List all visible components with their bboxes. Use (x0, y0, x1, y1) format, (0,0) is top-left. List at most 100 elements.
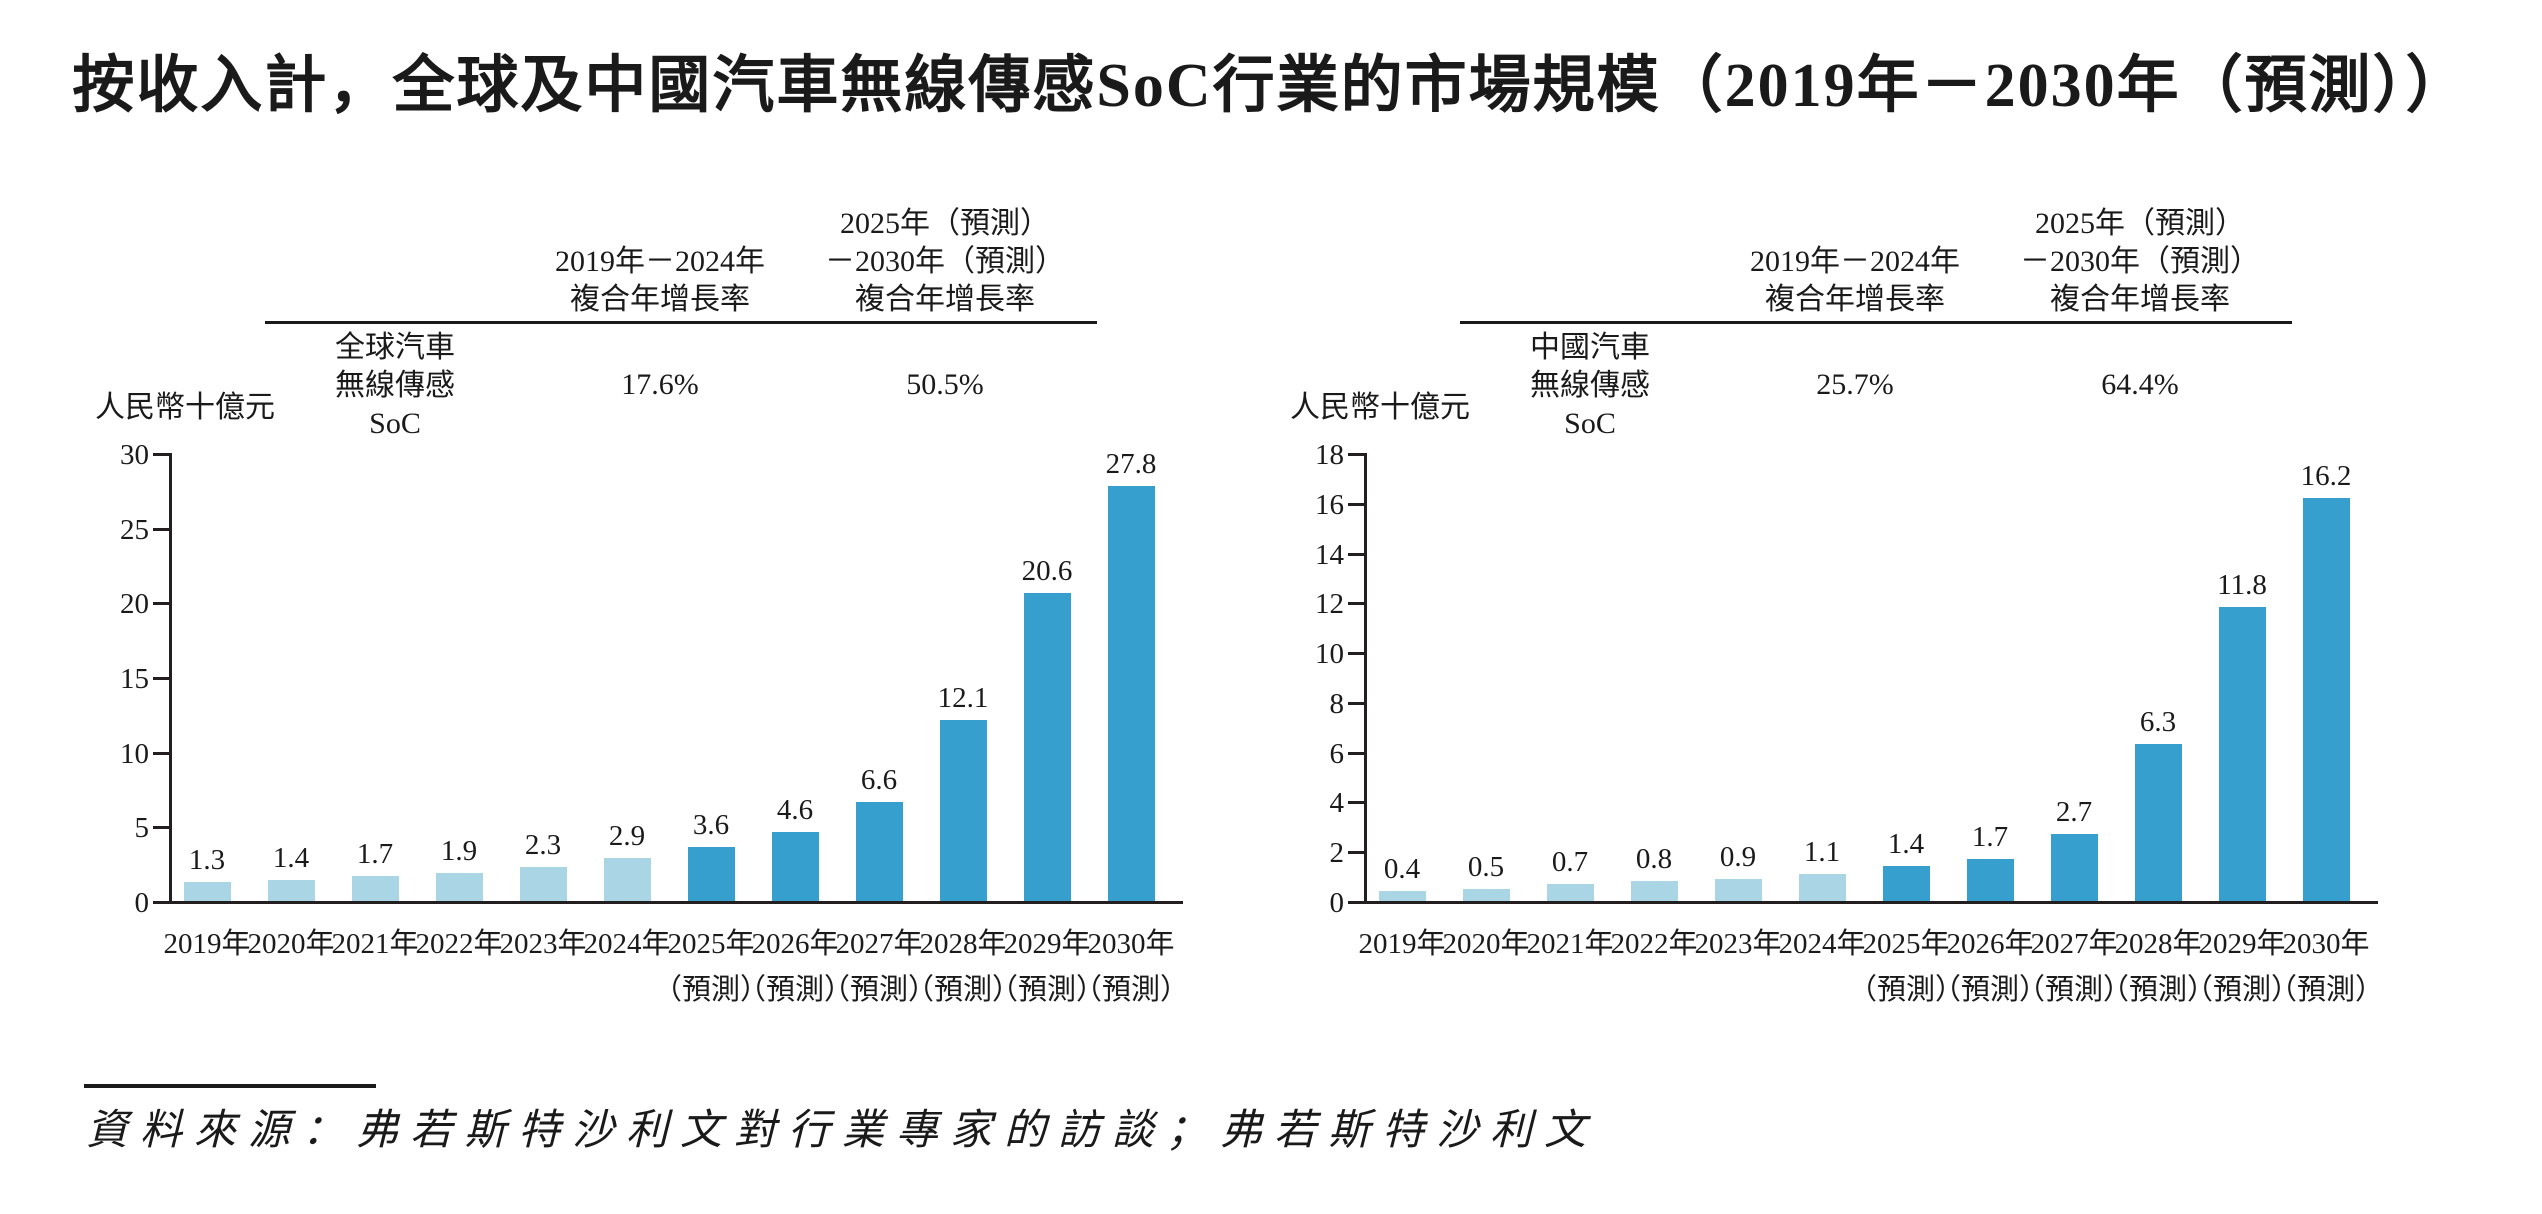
x-tick-label: 2029年 (1003, 928, 1091, 960)
y-tick-mark (1348, 851, 1364, 855)
cagr-value-2025-2030: 50.5% (906, 368, 984, 401)
y-tick-label: 18 (1315, 439, 1344, 471)
y-tick-label: 0 (134, 887, 150, 919)
x-tick-forecast-label: （預測） (2015, 974, 2132, 1006)
bar (1714, 878, 1762, 901)
x-tick-label: 2019年 (163, 928, 251, 960)
cagr-header-2025-2030: 2025年（預測） －2030年（預測） 複合年增長率 (1960, 205, 2320, 319)
x-tick-forecast-label: （預測） (820, 974, 937, 1006)
y-tick-label: 14 (1315, 538, 1344, 571)
y-tick-mark (1348, 652, 1364, 656)
x-tick-label: 2023年 (499, 928, 587, 960)
y-tick-label: 30 (120, 439, 149, 471)
y-tick-mark (1348, 801, 1364, 805)
bar (939, 720, 987, 901)
cagr-header-2025-2030: 2025年（預測） －2030年（預測） 複合年增長率 (765, 205, 1125, 319)
bar (351, 875, 399, 901)
bar-value-label: 12.1 (937, 682, 989, 715)
x-tick-forecast-label: （預測） (652, 974, 769, 1006)
x-tick-label: 2029年 (2198, 928, 2286, 960)
series-label: 中國汽車 無線傳感 SoC (1460, 329, 1720, 443)
global-chart-panel: 人民幣十億元 2019年－2024年 複合年增長率 2025年（預測） －203… (95, 190, 1275, 1050)
x-tick-label: 2025年 (1862, 928, 1950, 960)
y-tick-label: 25 (120, 513, 149, 546)
bar (687, 847, 735, 901)
bar (2218, 607, 2266, 901)
series-label: 全球汽車 無線傳感 SoC (265, 329, 525, 443)
y-tick-label: 8 (1329, 687, 1345, 720)
y-tick-mark (1348, 453, 1364, 456)
bar (1882, 866, 1930, 901)
footnote-rule (84, 1084, 376, 1088)
y-tick-mark (1348, 502, 1364, 506)
bar-value-label: 6.6 (860, 764, 898, 797)
x-tick-label: 2028年 (2114, 928, 2202, 960)
bar (435, 872, 483, 901)
bar-value-label: 0.9 (1719, 840, 1757, 873)
x-tick-label: 2020年 (247, 928, 335, 960)
bar-value-label: 1.7 (1971, 820, 2009, 853)
page-title: 按收入計，全球及中國汽車無線傳感SoC行業的市場規模（2019年－2030年（預… (72, 52, 2470, 120)
cagr-header-line: 複合年增長率 (855, 283, 1035, 316)
y-tick-label: 20 (120, 588, 149, 621)
bar-chart-plot: 0 2 4 6 8 10 12 14 16 18 0.4 2019年 0.5 2020年 0.7 2021年 0… (1290, 190, 2470, 1050)
bar-value-label: 6.3 (2139, 706, 2177, 739)
bar-value-label: 20.6 (1021, 555, 1073, 588)
bar (2134, 744, 2182, 901)
bar-value-label: 27.8 (1105, 447, 1157, 480)
y-tick-label: 2 (1329, 837, 1345, 870)
bar (2050, 833, 2098, 901)
bar-value-label: 0.5 (1467, 850, 1505, 883)
cagr-header-line: 2025年（預測） (840, 207, 1050, 240)
bar-value-label: 3.6 (692, 809, 730, 842)
x-tick-label: 2021年 (331, 928, 419, 960)
y-tick-mark (153, 751, 169, 755)
bar (1966, 858, 2014, 901)
header-divider-rule (265, 321, 1097, 324)
bar-value-label: 4.6 (776, 794, 814, 827)
cagr-header-line: 複合年增長率 (2050, 283, 2230, 316)
bar (1378, 891, 1426, 901)
y-tick-mark (153, 677, 169, 680)
bar (1462, 888, 1510, 901)
x-tick-label: 2028年 (919, 928, 1007, 960)
x-tick-label: 2030年 (1087, 928, 1175, 960)
bar (2302, 497, 2350, 901)
china-chart-panel: 人民幣十億元 2019年－2024年 複合年增長率 2025年（預測） －203… (1290, 190, 2470, 1050)
bar (771, 832, 819, 901)
bar (1546, 883, 1594, 901)
series-label-line: 全球汽車 (335, 331, 455, 364)
bar-value-label: 1.4 (272, 842, 310, 875)
y-tick-mark (1348, 602, 1364, 606)
bar (1798, 873, 1846, 901)
y-tick-mark (153, 602, 169, 606)
cagr-header-line: 2025年（預測） (2035, 207, 2245, 240)
series-label-line: 無線傳感 (335, 369, 455, 402)
y-axis-line (169, 453, 172, 904)
y-tick-mark (153, 527, 169, 531)
bar-value-label: 1.1 (1803, 835, 1841, 868)
y-tick-label: 10 (1315, 638, 1344, 671)
bar-value-label: 0.4 (1383, 853, 1421, 886)
x-tick-label: 2030年 (2282, 928, 2370, 960)
x-tick-label: 2022年 (415, 928, 503, 960)
series-label-line: SoC (369, 407, 421, 440)
y-tick-label: 15 (120, 663, 149, 695)
y-axis-unit-label: 人民幣十億元 (1290, 391, 1470, 424)
x-tick-forecast-label: （預測） (1072, 974, 1189, 1006)
bar (855, 802, 903, 901)
x-tick-label: 2024年 (583, 928, 671, 960)
cagr-header-2019-2024: 2019年－2024年 複合年增長率 (1695, 243, 2015, 319)
bar-value-label: 11.8 (2217, 569, 2267, 602)
x-tick-label: 2019年 (1358, 928, 1446, 960)
x-tick-label: 2022年 (1610, 928, 1698, 960)
cagr-header-line: 複合年增長率 (570, 283, 750, 316)
x-tick-label: 2021年 (1526, 928, 1614, 960)
cagr-header-line: 2019年－2024年 (1750, 245, 1960, 278)
y-tick-mark (153, 826, 169, 830)
cagr-header-line: －2030年（預測） (2020, 245, 2260, 278)
cagr-header-2019-2024: 2019年－2024年 複合年增長率 (500, 243, 820, 319)
cagr-header-line: 2019年－2024年 (555, 245, 765, 278)
bar (1023, 593, 1071, 901)
